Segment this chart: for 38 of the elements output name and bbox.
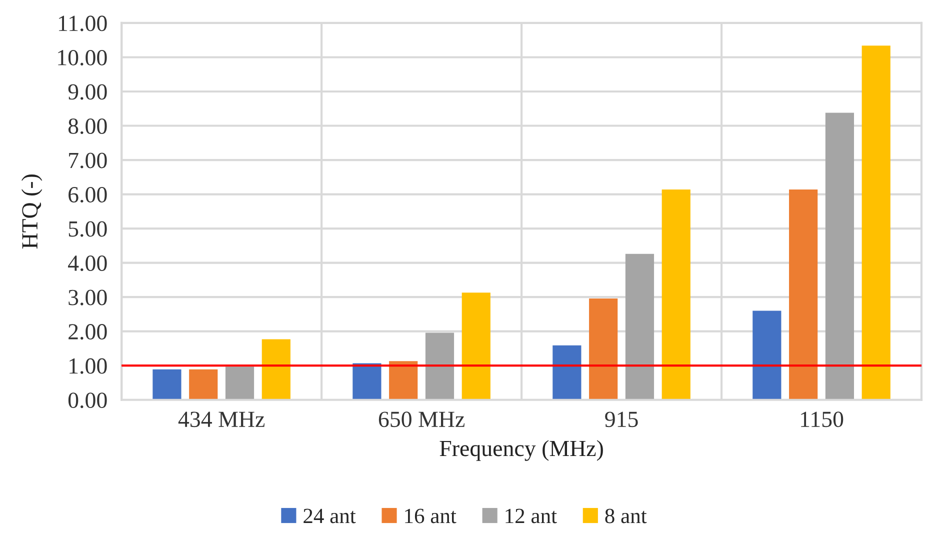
y-tick-label: 2.00 (68, 324, 107, 340)
y-tick-label: 1.00 (70, 358, 107, 374)
bar (225, 366, 254, 400)
bar (189, 369, 218, 400)
x-tick-label: 650 MHz (378, 412, 465, 428)
y-tick-label: 0.00 (68, 392, 107, 408)
y-tick-label: 3.00 (68, 290, 107, 306)
bar (662, 189, 690, 400)
bar (552, 345, 582, 400)
bar (752, 310, 782, 400)
x-tick-label: 915 (605, 412, 638, 428)
x-tick-label: 1150 (801, 412, 844, 428)
y-tick-label: 11.00 (58, 16, 107, 32)
legend-label: 16 ant (405, 508, 456, 524)
y-tick-label: 8.00 (68, 118, 107, 134)
bar (425, 332, 454, 400)
bar (825, 112, 854, 400)
bar (589, 298, 618, 400)
y-tick-label: 5.00 (68, 221, 107, 237)
bar (625, 254, 654, 400)
y-tick-label: 4.00 (68, 256, 107, 272)
y-tick-label: 7.00 (69, 152, 107, 168)
y-tick-label: 9.00 (68, 84, 107, 100)
legend-label: 12 ant (506, 508, 557, 524)
y-tick-label: 6.00 (68, 186, 107, 203)
y-axis-title: HTQ (-) (21, 174, 42, 249)
bar (789, 189, 818, 400)
bar (352, 363, 382, 400)
bar (462, 292, 490, 400)
bar (152, 369, 182, 400)
bar (389, 361, 418, 400)
y-tick-label: 10.00 (58, 50, 107, 66)
legend-label: 8 ant (605, 508, 647, 524)
x-tick-label: 434 MHz (178, 412, 265, 428)
x-axis-title: Frequency (MHz) (440, 440, 603, 461)
bar (262, 339, 290, 400)
bar (862, 46, 890, 400)
legend-label: 24 ant (304, 508, 356, 524)
